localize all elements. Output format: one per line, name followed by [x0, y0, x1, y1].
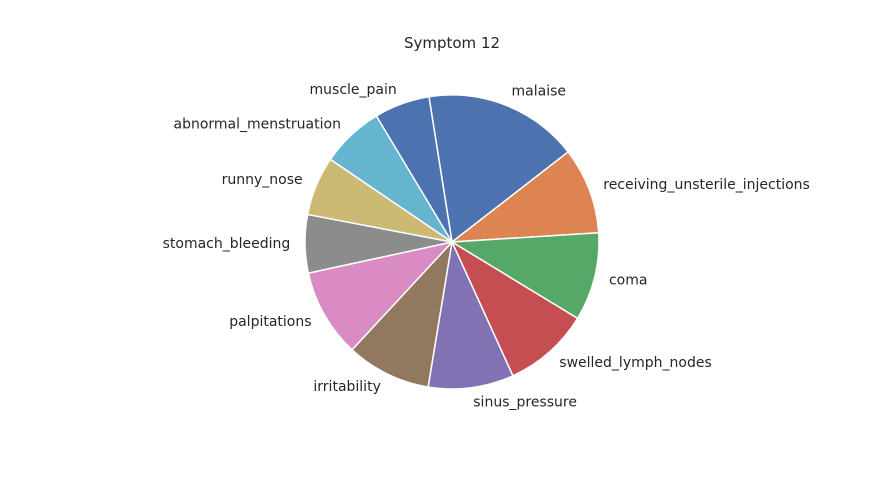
pie-label-malaise: malaise — [512, 84, 566, 100]
pie-slice-sinus-pressure — [427, 239, 514, 390]
pie-slices — [304, 94, 600, 390]
pie-slice-irritability — [350, 239, 454, 388]
chart-title: Symptom 12 — [404, 34, 500, 52]
pie-label-sinus-pressure: sinus_pressure — [473, 394, 577, 410]
pie-slice-receiving-unsterile-injections — [449, 150, 600, 243]
pie-label-muscle-pain: muscle_pain — [310, 82, 397, 98]
pie-label-coma: coma — [609, 273, 647, 289]
pie-slice-coma — [449, 231, 600, 320]
pie-slice-swelled-lymph-nodes — [450, 240, 579, 377]
pie-label-stomach-bleeding: stomach_bleeding — [163, 236, 291, 252]
pie-slice-malaise — [428, 94, 570, 244]
pie-label-abnormal-menstruation: abnormal_menstruation — [173, 116, 340, 132]
pie-label-irritability: irritability — [313, 379, 380, 395]
pie-label-palpitations: palpitations — [229, 314, 311, 330]
pie-slice-palpitations — [307, 240, 455, 351]
pie-slice-muscle-pain — [375, 95, 453, 243]
pie-labels: malaise receiving_unsterile_injectionscom… — [163, 82, 810, 410]
pie-label-receiving-unsterile-injections: receiving_unsterile_injections — [603, 177, 810, 193]
pie-label-runny-nose: runny_nose — [222, 172, 303, 188]
pie-label-swelled-lymph-nodes: swelled_lymph_nodes — [559, 355, 711, 371]
